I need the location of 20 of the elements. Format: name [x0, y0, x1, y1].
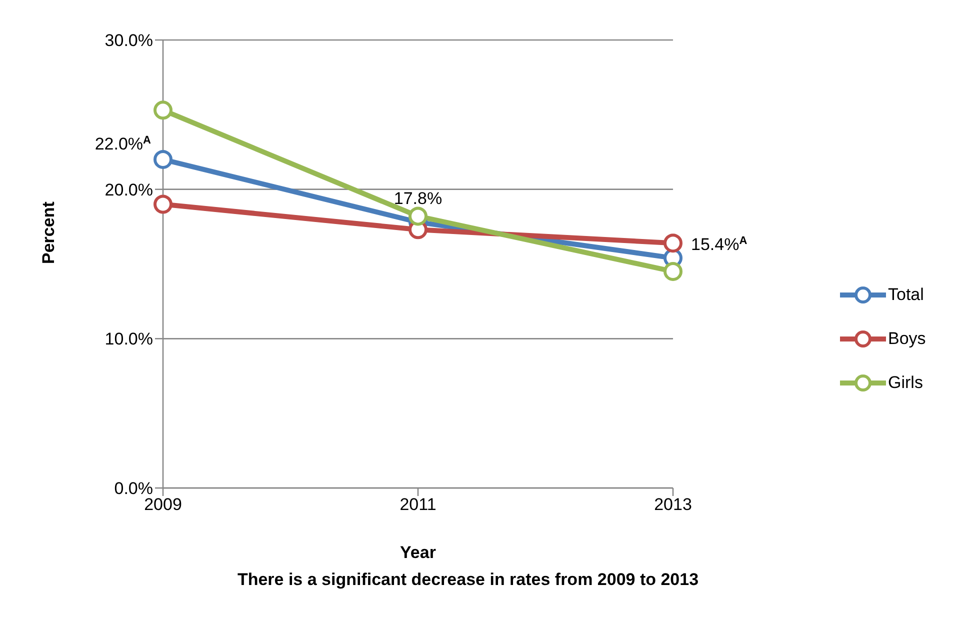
data-label: 22.0%$^{A}$	[94, 134, 152, 154]
point	[408, 206, 428, 226]
legend-label: Total	[888, 285, 924, 305]
data-label: 15.4%$^{A}$	[691, 235, 748, 254]
data-label: 17.8%	[394, 189, 442, 208]
y-tick-label: 30.0%	[104, 31, 153, 50]
legend-label: Girls	[888, 373, 923, 393]
point	[154, 150, 172, 169]
x-axis-title: Year	[400, 543, 436, 562]
legend-label: Boys	[888, 329, 926, 349]
point	[154, 194, 172, 214]
y-tick-label: 20.0%	[104, 180, 153, 200]
point	[664, 234, 682, 253]
x-tick-label: 2013	[654, 495, 692, 514]
y-tick-label: 10.0%	[104, 330, 153, 349]
point	[154, 100, 172, 120]
point	[664, 262, 682, 281]
y-axis-title: Percent	[39, 201, 58, 264]
x-tick-label: 2011	[400, 495, 436, 514]
text: There is a significant decrease in rates from 2009 to 2013	[236, 570, 700, 590]
